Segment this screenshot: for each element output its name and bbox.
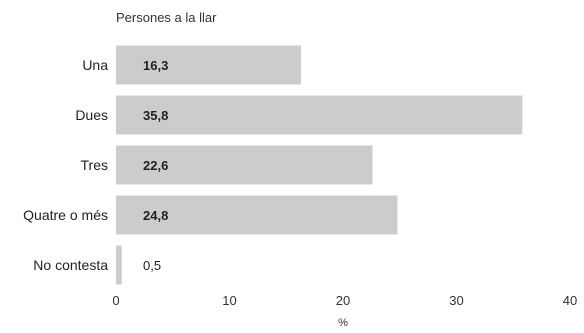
bar-una — [116, 45, 302, 85]
bar-dues — [116, 95, 523, 135]
category-label-tres: Tres — [81, 157, 108, 173]
x-tick-label-30: 30 — [449, 293, 463, 308]
x-axis-label: % — [338, 317, 348, 328]
value-label-dues: 35,8 — [143, 108, 168, 123]
bar-quatre-o-mes — [116, 195, 398, 235]
chart-title: Persones a la llar — [116, 10, 217, 25]
bar-no-contesta — [116, 245, 122, 285]
x-axis: 0 10 20 30 40 — [112, 293, 577, 308]
value-label-quatre-o-mes: 24,8 — [143, 208, 168, 223]
category-label-dues: Dues — [75, 107, 108, 123]
category-label-una: Una — [82, 57, 108, 73]
category-label-no-contesta: No contesta — [33, 257, 108, 273]
value-label-tres: 22,6 — [143, 158, 168, 173]
x-tick-label-20: 20 — [336, 293, 350, 308]
value-label-una: 16,3 — [143, 58, 168, 73]
bars-layer: Una 16,3 Dues 35,8 Tres 22,6 Quatre o més 24,8 N… — [23, 45, 523, 285]
x-tick-label-0: 0 — [112, 293, 119, 308]
category-label-quatre-o-mes: Quatre o més — [23, 207, 108, 223]
x-tick-label-10: 10 — [222, 293, 236, 308]
x-tick-label-40: 40 — [563, 293, 577, 308]
bar-tres — [116, 145, 373, 185]
value-label-no-contesta: 0,5 — [143, 258, 161, 273]
